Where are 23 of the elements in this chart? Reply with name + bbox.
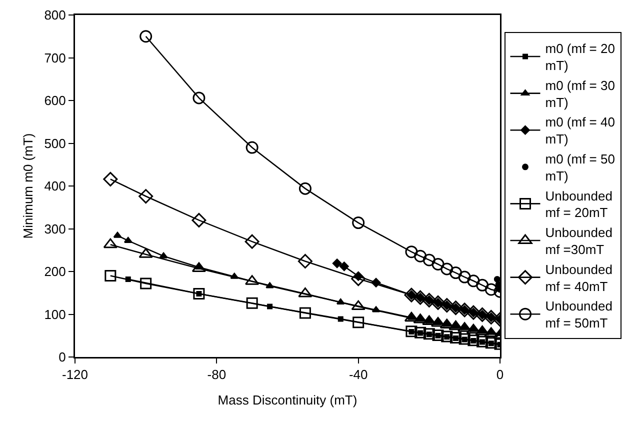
legend-label: m0 (mf = 50 mT) <box>545 152 615 184</box>
x-tick-label: 0 <box>496 367 504 382</box>
y-tick-label: 300 <box>44 221 66 236</box>
legend-label: Unbounded mf = 40mT <box>545 262 612 294</box>
x-tick-label: -40 <box>348 367 368 382</box>
legend-label: Unbounded mf = 20mT <box>545 188 612 220</box>
legend-label: Unbounded mf = 50mT <box>545 298 612 331</box>
legend-label: Unbounded mf =30mT <box>545 225 612 258</box>
x-axis-title: Mass Discontinuity (mT) <box>218 392 358 408</box>
x-tick-label: -80 <box>207 367 226 382</box>
y-tick-label: 0 <box>58 350 66 365</box>
legend-label: m0 (mf = 30 mT) <box>545 78 615 110</box>
y-tick-label: 400 <box>44 178 66 194</box>
y-tick-label: 800 <box>44 8 66 23</box>
x-tick-label: -120 <box>62 367 88 382</box>
y-tick-label: 600 <box>44 93 66 108</box>
y-axis-title: Minimum m0 (mT) <box>20 133 36 239</box>
y-tick-label: 100 <box>44 306 66 322</box>
y-tick-label: 700 <box>44 50 66 66</box>
y-tick-label: 200 <box>44 264 66 280</box>
legend-label: m0 (mf = 40 mT) <box>545 114 615 147</box>
y-tick-label: 500 <box>44 136 66 151</box>
legend-label: m0 (mf = 20 mT) <box>545 41 615 74</box>
